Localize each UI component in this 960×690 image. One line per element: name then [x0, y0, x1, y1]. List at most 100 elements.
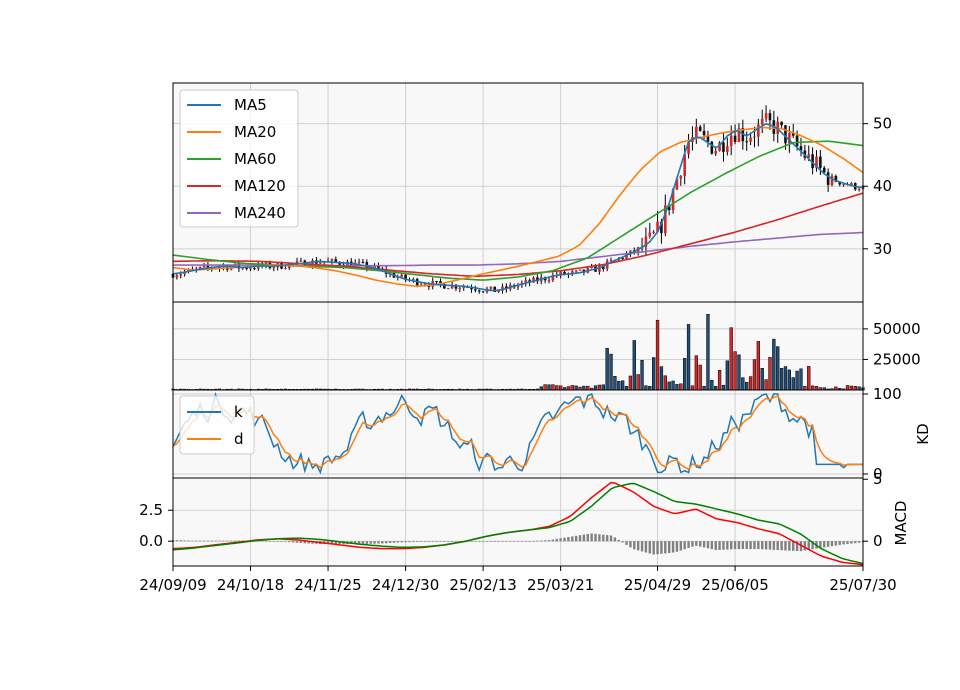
candle-body — [698, 126, 702, 131]
macd-hist-bar — [264, 540, 268, 542]
candle-body — [601, 265, 605, 270]
candle-body — [284, 268, 287, 270]
macd-hist-bar — [799, 541, 803, 552]
candle-body — [815, 156, 818, 169]
candle-body — [194, 268, 198, 270]
volume-bar — [671, 380, 675, 391]
kd-legend: kd — [179, 395, 255, 455]
volume-bar — [613, 376, 617, 391]
macd-hist-bar — [667, 541, 671, 553]
volume-bar — [741, 377, 745, 391]
macd-hist-bar — [474, 541, 477, 542]
macd-hist-bar — [605, 535, 609, 542]
macd-hist-bar — [419, 541, 423, 542]
macd-hist-bar — [842, 541, 845, 545]
volume-bar — [787, 369, 791, 391]
y-tick-label: 25000 — [873, 350, 921, 368]
candle-body — [474, 289, 477, 291]
legend-label: k — [234, 403, 243, 421]
candle-body — [489, 286, 493, 289]
macd-hist-bar — [400, 541, 403, 543]
candle-body — [563, 271, 566, 275]
volume-bar — [570, 385, 574, 391]
volume-bar — [659, 366, 664, 391]
candle-body — [822, 167, 826, 173]
volume-bar — [733, 351, 737, 391]
volume-bar — [628, 375, 633, 391]
candle-body — [625, 254, 628, 259]
macd-hist-bar — [450, 541, 454, 542]
volume-bar — [551, 384, 555, 391]
volume-bar — [644, 385, 648, 391]
volume-bar — [791, 377, 795, 391]
macd-hist-bar — [772, 541, 776, 550]
macd-hist-bar — [214, 540, 217, 542]
macd-hist-bar — [854, 541, 857, 544]
macd-hist-bar — [175, 540, 179, 542]
macd-hist-bar — [404, 541, 407, 543]
volume-bar — [652, 357, 656, 391]
macd-hist-bar — [509, 541, 512, 542]
x-tick-label: 24/11/25 — [294, 576, 361, 594]
y-tick-label: 30 — [873, 240, 892, 258]
macd-hist-bar — [481, 541, 485, 542]
candle-body — [458, 287, 462, 289]
candle-body — [435, 281, 438, 283]
candle-body — [253, 268, 256, 270]
macd-hist-bar — [276, 541, 279, 542]
macd-hist-bar — [303, 541, 306, 544]
macd-hist-bar — [501, 541, 504, 542]
volume-bar — [655, 319, 660, 391]
macd-hist-bar — [617, 539, 620, 542]
volume-bar — [768, 357, 772, 391]
macd-hist-bar — [730, 541, 733, 550]
macd-hist-bar — [369, 541, 372, 544]
volume-bar — [710, 380, 714, 391]
candle-body — [745, 141, 749, 143]
macd-hist-bar — [857, 541, 861, 543]
macd-hist-bar — [179, 540, 182, 542]
candle-body — [357, 261, 361, 263]
macd-hist-bar — [846, 541, 849, 544]
volume-bar — [609, 353, 613, 391]
candle-body — [609, 260, 613, 262]
volume-bar — [702, 385, 706, 391]
macd-hist-bar — [644, 541, 648, 553]
x-tick-label: 25/02/13 — [449, 576, 516, 594]
volume-bar — [547, 384, 551, 391]
macd-hist-bar — [737, 541, 741, 550]
candle-body — [710, 141, 714, 154]
candle-body — [819, 156, 822, 168]
volume-bar — [648, 386, 652, 391]
candle-body — [578, 269, 582, 271]
macd-hist-bar — [609, 535, 613, 542]
macd-hist-bar — [788, 541, 791, 551]
macd-hist-bar — [784, 541, 787, 551]
macd-hist-bar — [222, 540, 225, 542]
macd-hist-bar — [559, 538, 562, 542]
macd-hist-bar — [629, 541, 632, 548]
macd-hist-bar — [594, 533, 597, 542]
candle-body — [687, 141, 690, 155]
macd-hist-bar — [640, 541, 644, 552]
volume-bar — [783, 366, 788, 391]
volume-bar — [597, 384, 602, 391]
candle-body — [559, 271, 562, 276]
volume-bar — [694, 355, 698, 391]
candle-body — [714, 150, 717, 154]
candle-body — [361, 261, 365, 263]
volume-bar — [679, 383, 683, 391]
y-tick-label: 50 — [873, 115, 892, 133]
macd-hist-bar — [722, 541, 725, 550]
legend-label: MA240 — [234, 204, 286, 222]
macd-hist-bar — [357, 541, 361, 544]
price-legend: MA5 MA20 MA60 MA120 MA240 — [179, 89, 299, 228]
macd-hist-bar — [664, 541, 667, 554]
volume-bar — [795, 370, 799, 391]
macd-ylabel: MACD — [892, 501, 910, 546]
candle-body — [493, 286, 497, 292]
candle-body — [439, 281, 442, 285]
macd-hist-bar — [478, 541, 481, 542]
candle-body — [830, 175, 834, 185]
candle-body — [183, 271, 186, 275]
